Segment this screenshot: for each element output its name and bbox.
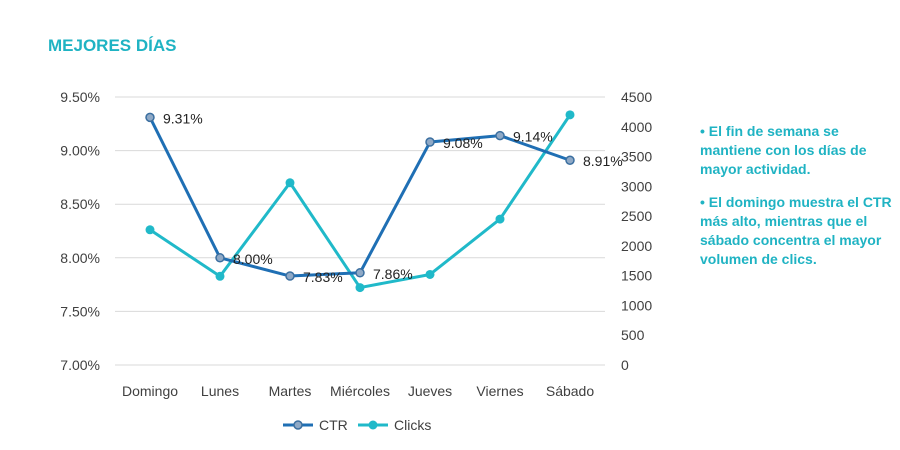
x-category-label: Lunes — [201, 383, 239, 399]
ctr-point — [355, 268, 365, 278]
ctr-data-label: 7.86% — [373, 266, 413, 282]
ctr-data-label: 7.83% — [303, 269, 343, 285]
y-right-tick-label: 2500 — [621, 208, 652, 224]
x-category-label: Viernes — [476, 383, 523, 399]
y-axis-right-ticks: 0 500 1000 1500 2000 2500 3000 3500 4000 4500 — [621, 89, 652, 373]
gridlines — [115, 96, 605, 366]
note-weekend: • El fin de semana se mantiene con los d… — [700, 123, 867, 177]
ctr-point — [495, 130, 505, 141]
ctr-point — [285, 271, 295, 281]
y-left-tick-label: 7.00% — [60, 357, 100, 373]
clicks-point — [215, 271, 225, 281]
y-right-tick-label: 3500 — [621, 149, 652, 165]
ctr-point — [425, 137, 435, 147]
y-left-tick-label: 8.50% — [60, 196, 100, 212]
clicks-line — [149, 114, 572, 290]
y-right-tick-label: 1000 — [621, 297, 652, 313]
legend: CTR Clicks — [283, 417, 431, 433]
clicks-point — [285, 178, 295, 188]
ctr-data-label: 9.14% — [513, 129, 553, 145]
clicks-point — [565, 110, 575, 120]
y-left-tick-label: 7.50% — [60, 303, 100, 319]
y-right-tick-label: 4000 — [621, 119, 652, 135]
series-lines — [148, 114, 572, 290]
ctr-data-label: 8.00% — [233, 251, 273, 267]
x-category-label: Jueves — [408, 383, 452, 399]
x-category-label: Sábado — [546, 383, 594, 399]
ctr-data-label: 9.31% — [163, 110, 203, 126]
x-category-label: Martes — [269, 383, 312, 399]
x-category-label: Domingo — [122, 383, 178, 399]
legend-clicks-label: Clicks — [394, 417, 431, 433]
ctr-line — [148, 116, 571, 278]
clicks-point — [495, 214, 505, 224]
clicks-point — [425, 269, 435, 279]
series-points — [145, 110, 575, 293]
y-left-tick-label: 8.00% — [60, 250, 100, 266]
y-right-tick-label: 3000 — [621, 178, 652, 194]
legend-ctr-marker — [293, 420, 303, 430]
ctr-data-label: 9.08% — [443, 135, 483, 151]
x-axis-categories: Domingo Lunes Martes Miércoles Jueves Viernes… — [122, 383, 594, 399]
ctr-point — [215, 253, 225, 263]
ctr-data-labels: 9.31% 8.00% 7.83% 7.86% 9.08% 9.14% 8.91% — [163, 110, 623, 285]
ctr-point — [145, 112, 155, 123]
y-axis-left-ticks: 7.00% 7.50% 8.00% 8.50% 9.00% 9.50% — [60, 89, 100, 373]
chart-title: MEJORES DÍAS — [48, 36, 177, 55]
ctr-point — [565, 155, 575, 165]
clicks-point — [145, 225, 155, 235]
note-sunday-saturday: • El domingo muestra el CTR más alto, mi… — [700, 194, 892, 267]
legend-clicks-marker — [368, 420, 378, 430]
y-right-tick-label: 2000 — [621, 238, 652, 254]
y-right-tick-label: 0 — [621, 357, 629, 373]
x-category-label: Miércoles — [330, 383, 390, 399]
legend-ctr-label: CTR — [319, 417, 348, 433]
y-right-tick-label: 4500 — [621, 89, 652, 105]
ctr-data-label: 8.91% — [583, 153, 623, 169]
y-left-tick-label: 9.00% — [60, 143, 100, 159]
clicks-point — [355, 283, 365, 293]
y-right-tick-label: 500 — [621, 327, 645, 343]
y-right-tick-label: 1500 — [621, 268, 652, 284]
y-left-tick-label: 9.50% — [60, 89, 100, 105]
notes-panel: • El fin de semana se mantiene con los d… — [700, 122, 896, 283]
